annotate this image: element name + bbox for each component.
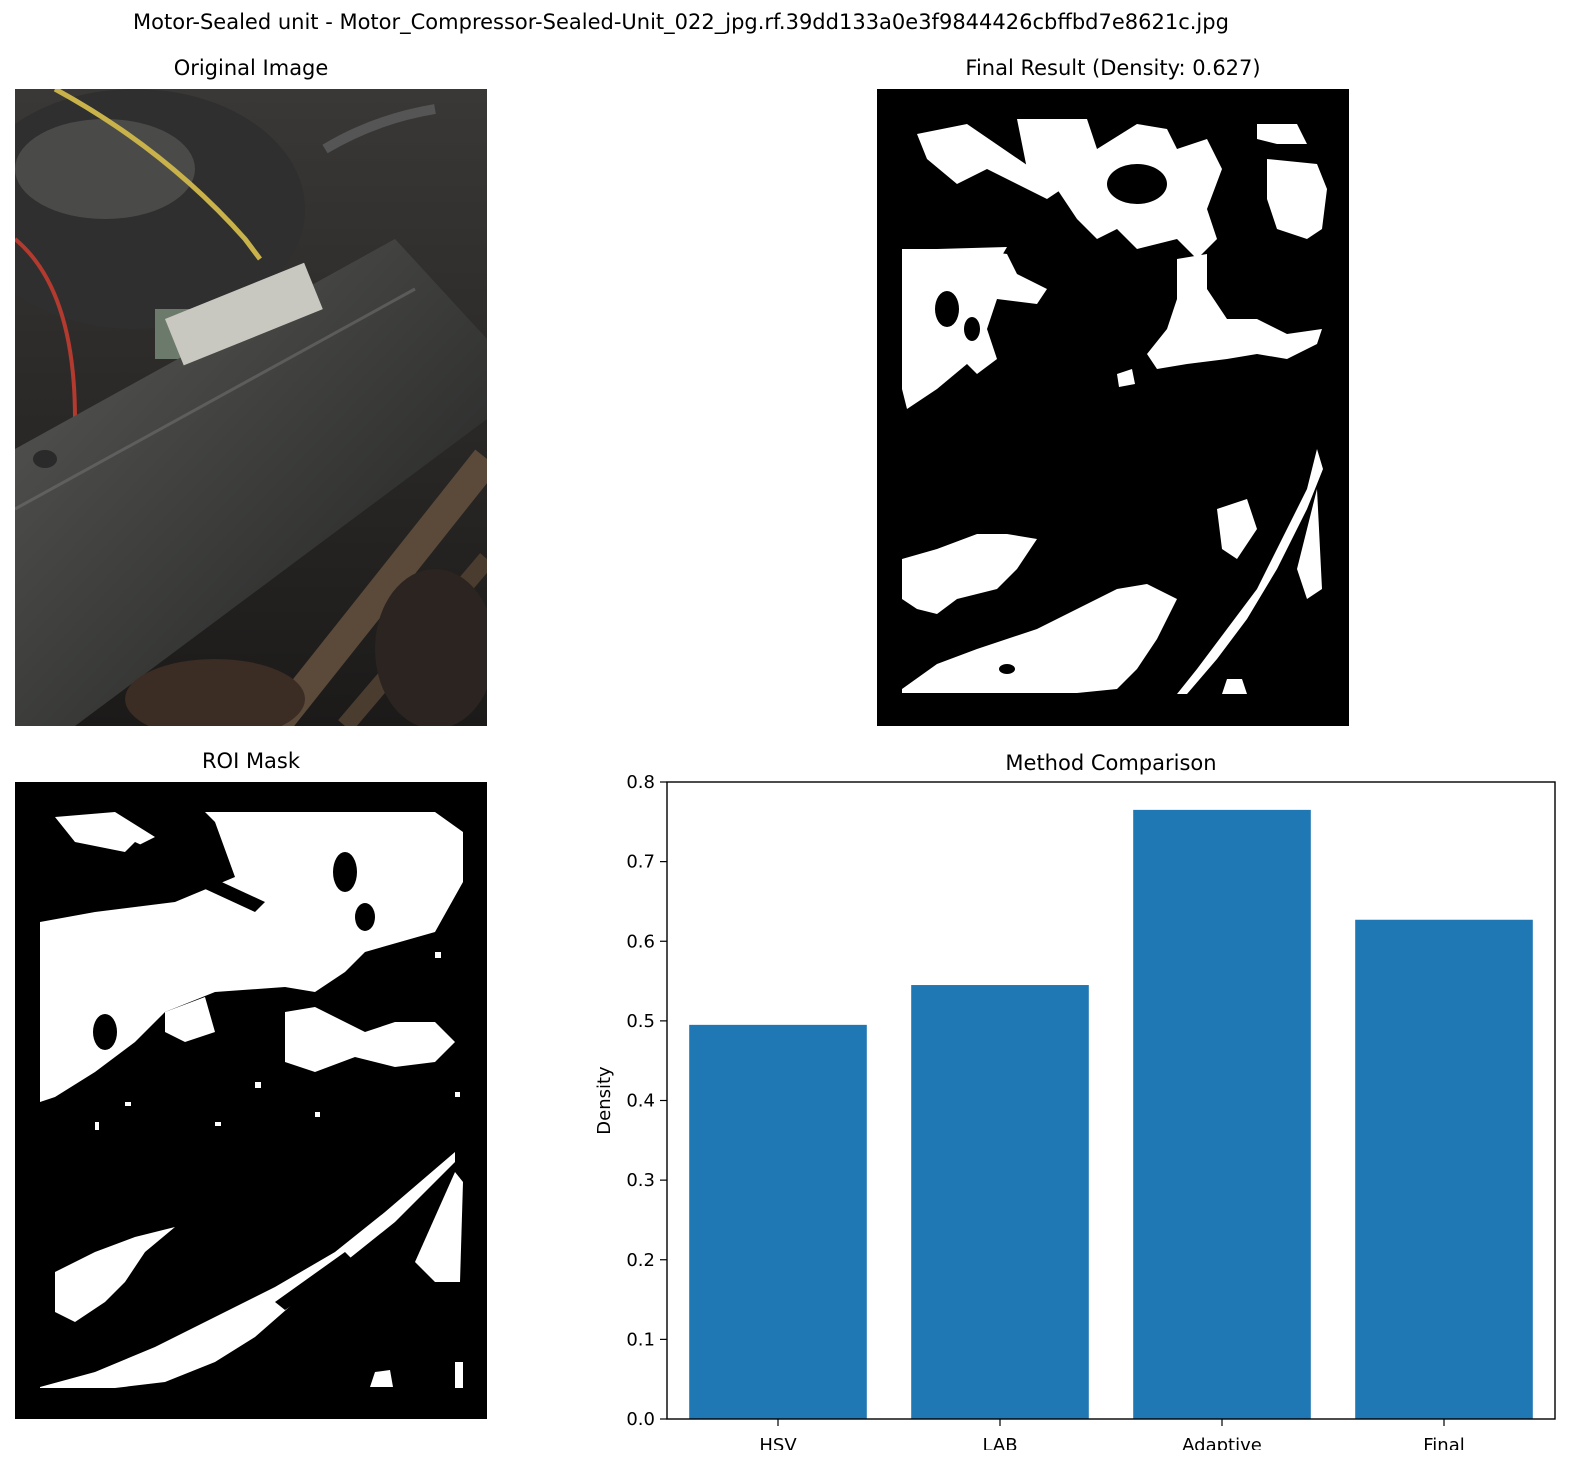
y-tick-label: 0.2 <box>626 1250 655 1271</box>
y-tick-label: 0.8 <box>626 772 655 793</box>
y-tick-label: 0.5 <box>626 1011 655 1032</box>
bar-lab <box>911 985 1089 1419</box>
y-tick-label: 0.6 <box>626 931 655 952</box>
chart-title: Method Comparison <box>1005 751 1216 775</box>
roi-mask-title: ROI Mask <box>201 749 301 773</box>
y-tick-label: 0.1 <box>626 1329 655 1350</box>
x-tick-label: Adaptive <box>1182 1435 1262 1450</box>
bar-final <box>1355 919 1533 1419</box>
figure-suptitle: Motor-Sealed unit - Motor_Compressor-Sea… <box>133 10 1229 34</box>
bar-adaptive <box>1133 809 1311 1419</box>
y-tick-label: 0.3 <box>626 1170 655 1191</box>
roi-mask <box>15 782 487 1419</box>
x-tick-label: LAB <box>982 1435 1017 1450</box>
original-image-title: Original Image <box>173 56 329 80</box>
y-tick-label: 0.0 <box>626 1409 655 1430</box>
x-tick-label: Final <box>1423 1435 1464 1450</box>
final-result-title: Final Result (Density: 0.627) <box>965 56 1261 80</box>
original-image <box>15 89 487 726</box>
x-tick-label: HSV <box>759 1435 797 1450</box>
y-tick-label: 0.7 <box>626 852 655 873</box>
final-result-mask <box>877 89 1349 726</box>
y-tick-label: 0.4 <box>626 1091 655 1112</box>
y-axis-label: Density <box>594 1066 615 1135</box>
method-comparison-chart: Method Comparison 0.0 0.1 0.2 0.3 0.4 0.5 0.6 0… <box>594 751 1556 1450</box>
bar-hsv <box>689 1024 867 1419</box>
